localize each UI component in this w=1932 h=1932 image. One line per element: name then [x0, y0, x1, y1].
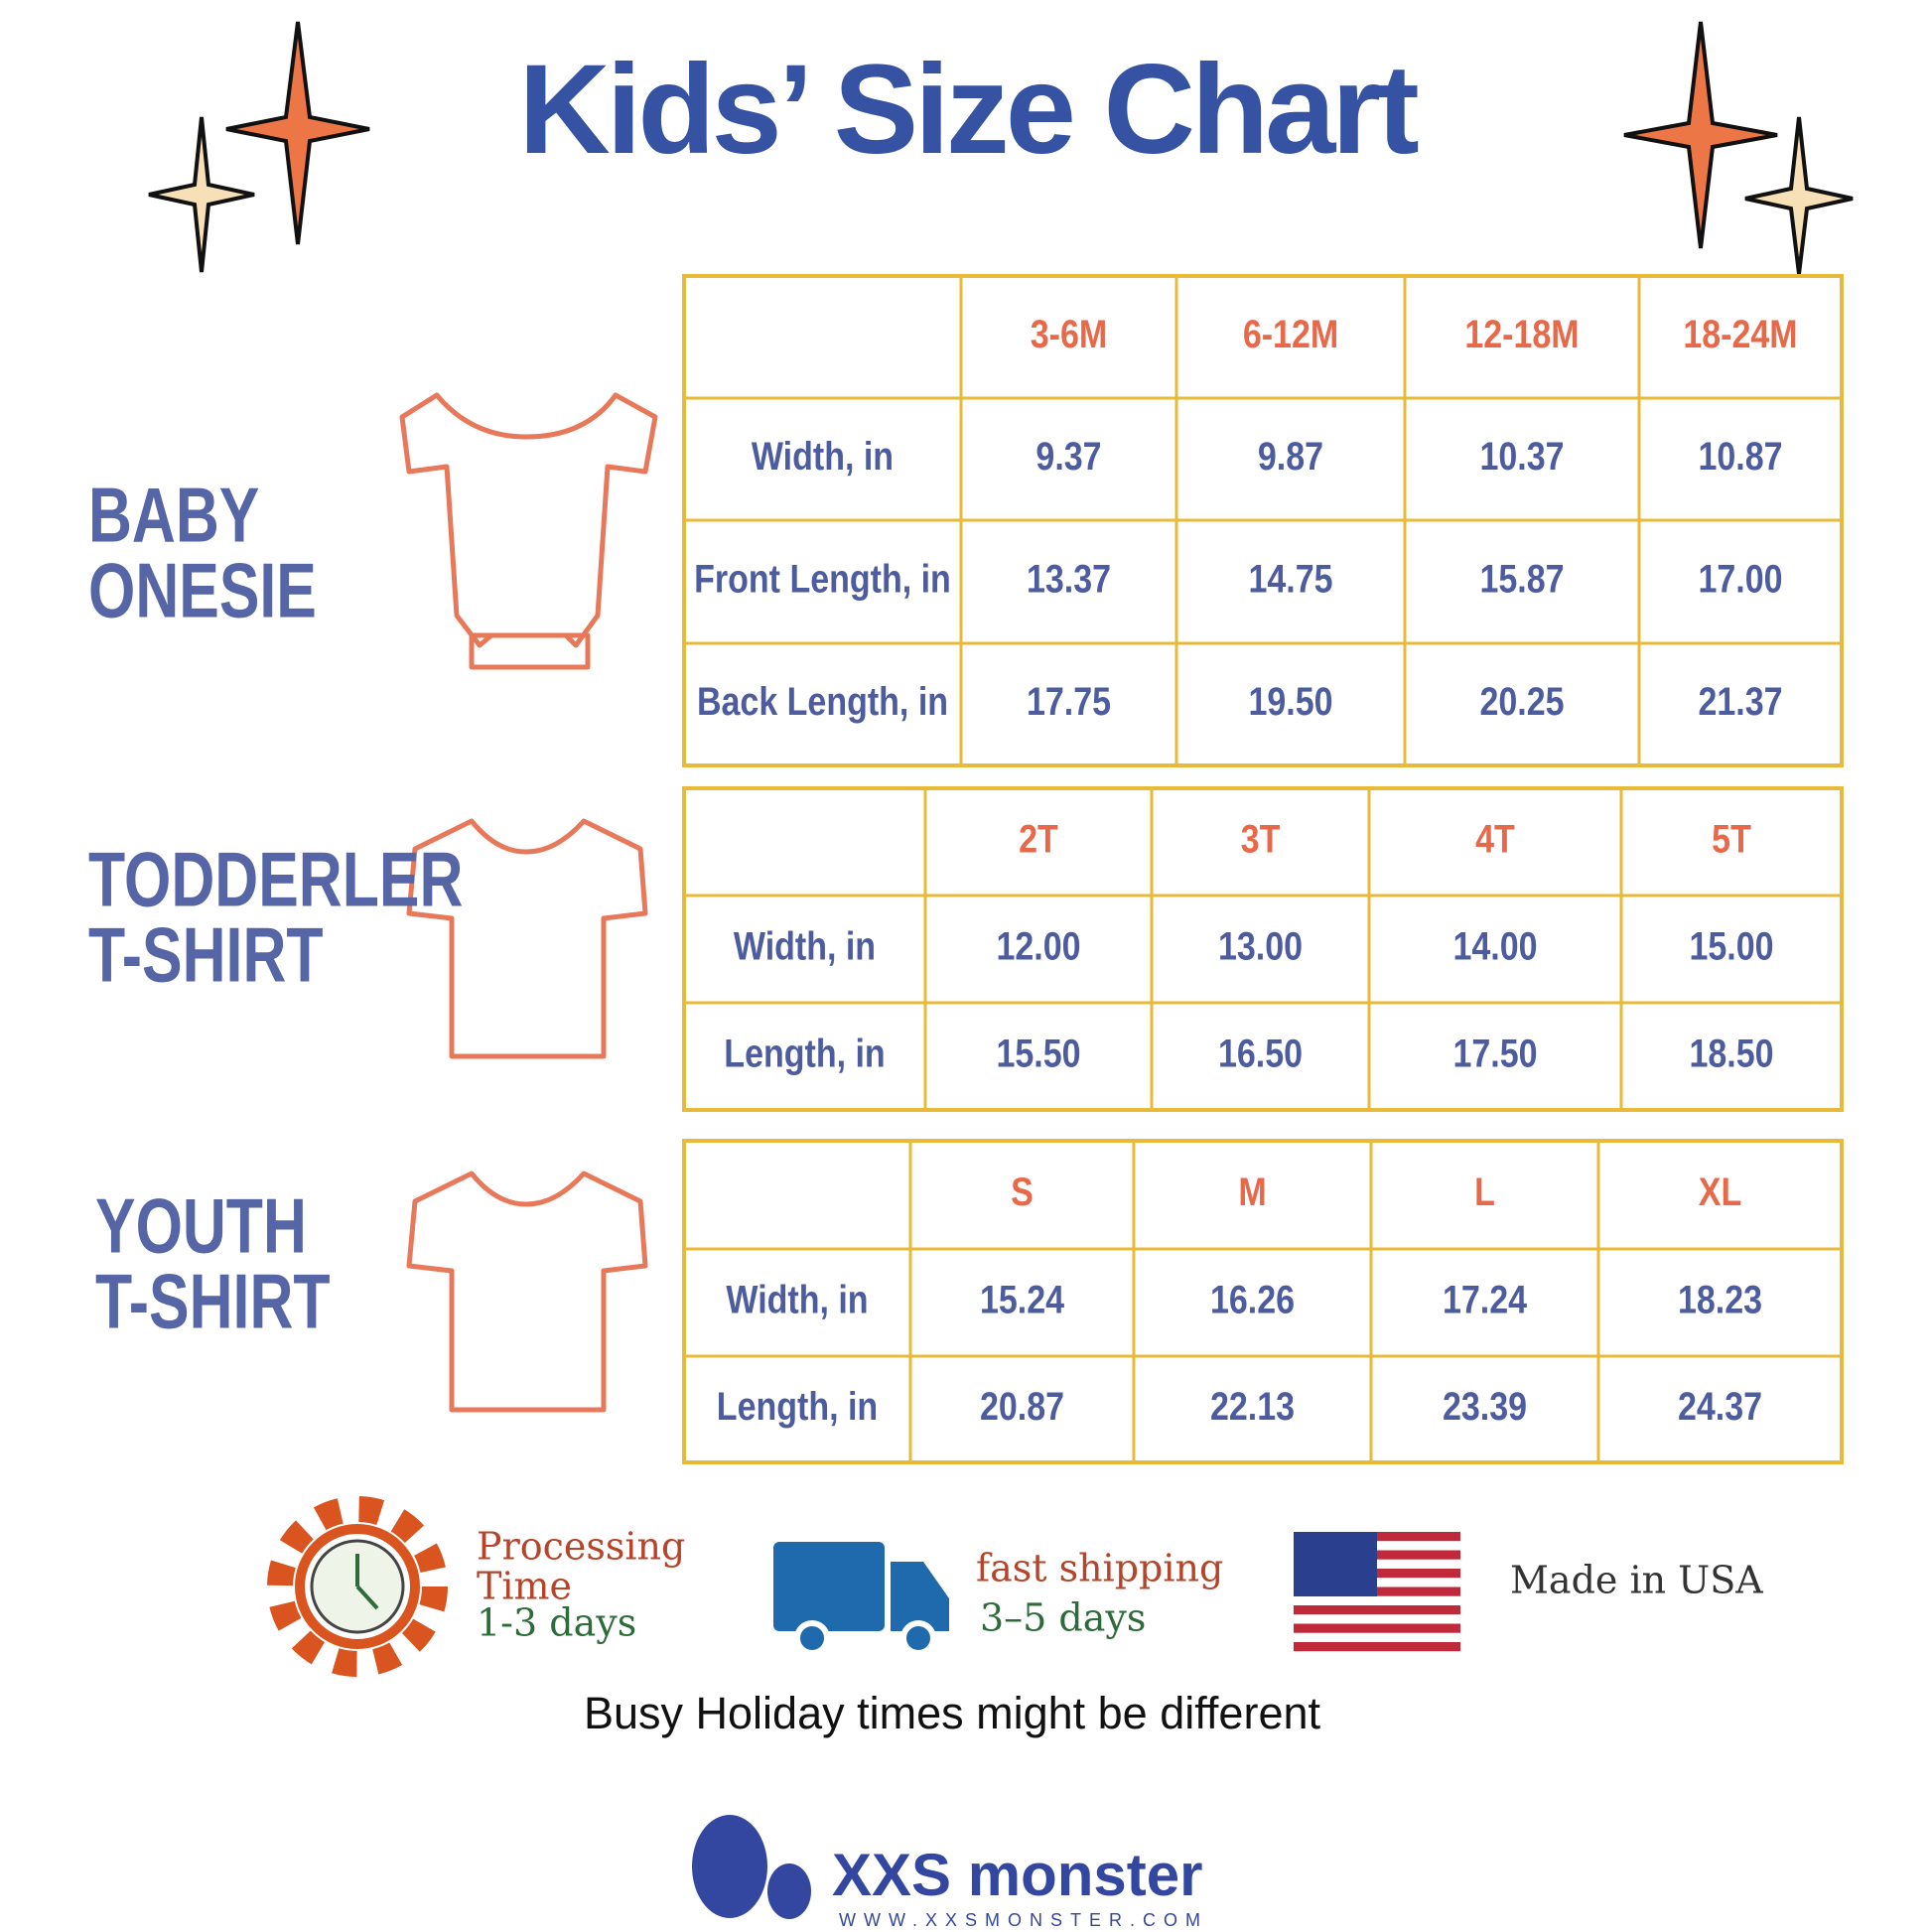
- cell-value: 17.24: [1443, 1277, 1527, 1321]
- row-label: Width, in: [734, 923, 876, 968]
- column-header: 18-24M: [1683, 311, 1797, 355]
- cell-value: 13.37: [1027, 556, 1111, 601]
- cell-value: 18.50: [1689, 1031, 1773, 1075]
- cell-value: 15.24: [980, 1277, 1064, 1321]
- flag-stripe: [1294, 1623, 1460, 1633]
- flag-stripe: [1294, 1642, 1460, 1652]
- us-flag: [1294, 1532, 1460, 1652]
- cell-value: 20.87: [980, 1383, 1064, 1428]
- column-header: 3T: [1241, 816, 1281, 861]
- cell-value: 15.50: [996, 1031, 1080, 1075]
- processing-days: 1-3 days: [477, 1601, 636, 1645]
- cell-value: 19.50: [1248, 678, 1332, 723]
- cell-value: 10.37: [1479, 433, 1564, 478]
- row-label: Back Length, in: [697, 678, 948, 723]
- section-label: YOUTH: [95, 1182, 307, 1269]
- cell-value: 17.75: [1027, 678, 1111, 723]
- brand: XXS monster: [832, 1842, 1202, 1908]
- cell-value: 23.39: [1443, 1383, 1527, 1428]
- section-label: TODDERLER: [88, 836, 463, 922]
- cell-value: 17.00: [1698, 556, 1782, 601]
- processing-label: Time: [477, 1565, 572, 1608]
- column-header: S: [1011, 1169, 1034, 1213]
- column-header: 5T: [1712, 816, 1751, 861]
- cell-value: 17.50: [1452, 1031, 1537, 1075]
- title: Kids’ Size Chart: [518, 39, 1419, 181]
- cell-value: 16.50: [1218, 1031, 1303, 1075]
- row-label: Width, in: [752, 433, 894, 478]
- truck: [773, 1542, 949, 1656]
- footer: Processing Time 1-3 days fast shipping 3…: [267, 1496, 1763, 1930]
- brand-logo: [692, 1815, 811, 1919]
- cell-value: 14.00: [1452, 923, 1537, 968]
- column-header: XL: [1699, 1169, 1741, 1213]
- column-header: 12-18M: [1464, 311, 1579, 355]
- processing-label: Processing: [477, 1525, 685, 1569]
- cell-value: 12.00: [996, 923, 1080, 968]
- table-border: [682, 786, 1844, 1112]
- gear: [267, 1496, 448, 1677]
- section-label: ONESIE: [88, 547, 317, 633]
- table-border: [682, 1139, 1844, 1464]
- column-header: 6-12M: [1243, 311, 1338, 355]
- column-header: 3-6M: [1031, 311, 1107, 355]
- made-in: Made in USA: [1510, 1559, 1763, 1602]
- cell-value: 24.37: [1678, 1383, 1762, 1428]
- flag-stripe: [1294, 1605, 1460, 1615]
- shipping-days: 3–5 days: [980, 1596, 1146, 1640]
- garment-icons: [399, 392, 658, 1413]
- url: WWW.XXSMONSTER.COM: [839, 1910, 1208, 1930]
- cell-value: 21.37: [1698, 678, 1782, 723]
- shipping-label: fast shipping: [976, 1547, 1223, 1590]
- stars: [148, 21, 1854, 275]
- cell-value: 9.87: [1258, 433, 1323, 478]
- cell-value: 15.87: [1479, 556, 1564, 601]
- cell-value: 14.75: [1248, 556, 1332, 601]
- row-label: Width, in: [726, 1277, 868, 1321]
- section-label: T-SHIRT: [95, 1258, 331, 1344]
- cell-value: 13.00: [1218, 923, 1303, 968]
- row-label: Length, in: [717, 1383, 878, 1428]
- cell-value: 16.26: [1210, 1277, 1295, 1321]
- cell-value: 20.25: [1479, 678, 1564, 723]
- row-label: Front Length, in: [694, 556, 951, 601]
- section-label: BABY: [88, 472, 259, 558]
- row-label: Length, in: [724, 1031, 885, 1075]
- column-header: 4T: [1475, 816, 1515, 861]
- cell-value: 15.00: [1689, 923, 1773, 968]
- cell-value: 22.13: [1210, 1383, 1295, 1428]
- cell-value: 10.87: [1698, 433, 1782, 478]
- column-header: 2T: [1019, 816, 1058, 861]
- column-header: M: [1238, 1169, 1266, 1213]
- section-label: T-SHIRT: [88, 911, 324, 998]
- cell-value: 18.23: [1678, 1277, 1762, 1321]
- column-header: L: [1474, 1169, 1495, 1213]
- clock-hands: [355, 1554, 379, 1610]
- cell-value: 9.37: [1035, 433, 1101, 478]
- note: Busy Holiday times might be different: [584, 1688, 1321, 1738]
